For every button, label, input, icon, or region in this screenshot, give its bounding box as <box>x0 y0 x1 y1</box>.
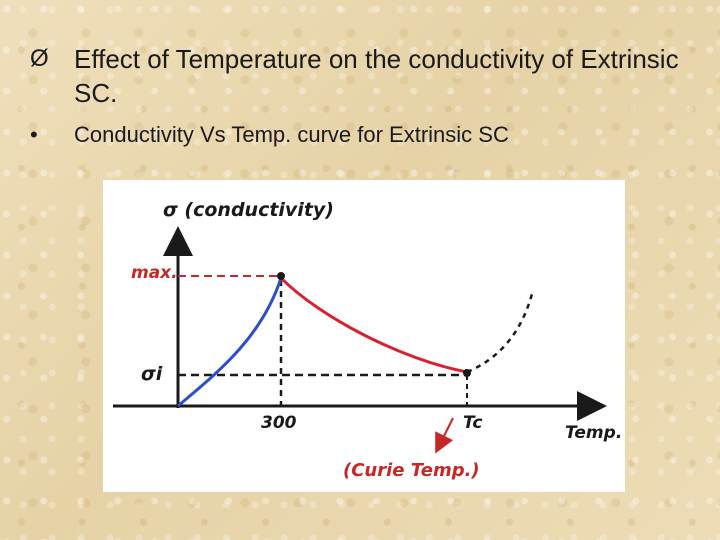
sigma-i-label: σi <box>141 363 163 385</box>
diagram-svg: σ (conductivity) max. σi 300 Tc Temp. (C… <box>113 199 622 481</box>
curie-arrow <box>435 417 454 454</box>
arrow-bullet-icon: Ø <box>30 45 49 72</box>
x-axis-label: Temp. <box>565 423 622 443</box>
conductivity-temperature-diagram: σ (conductivity) max. σi 300 Tc Temp. (C… <box>103 180 625 492</box>
rising-curve <box>177 277 283 408</box>
title-text: Effect of Temperature on the conductivit… <box>74 44 679 108</box>
tc-point <box>463 369 471 377</box>
x-tick-tc: Tc <box>463 413 482 433</box>
falling-curve <box>279 276 468 374</box>
x-tick-300: 300 <box>261 413 297 433</box>
max-point <box>277 272 285 280</box>
bullet-dot-icon: • <box>30 122 38 147</box>
curie-note: (Curie Temp.) <box>343 460 480 481</box>
max-label: max. <box>131 263 178 283</box>
intrinsic-rise-curve <box>466 289 535 374</box>
bullet-point: • Conductivity Vs Temp. curve for Extrin… <box>30 120 690 150</box>
bullet-text: Conductivity Vs Temp. curve for Extrinsi… <box>74 122 509 147</box>
y-axis-label: σ (conductivity) <box>163 199 334 221</box>
slide-title: Ø Effect of Temperature on the conductiv… <box>30 42 700 110</box>
